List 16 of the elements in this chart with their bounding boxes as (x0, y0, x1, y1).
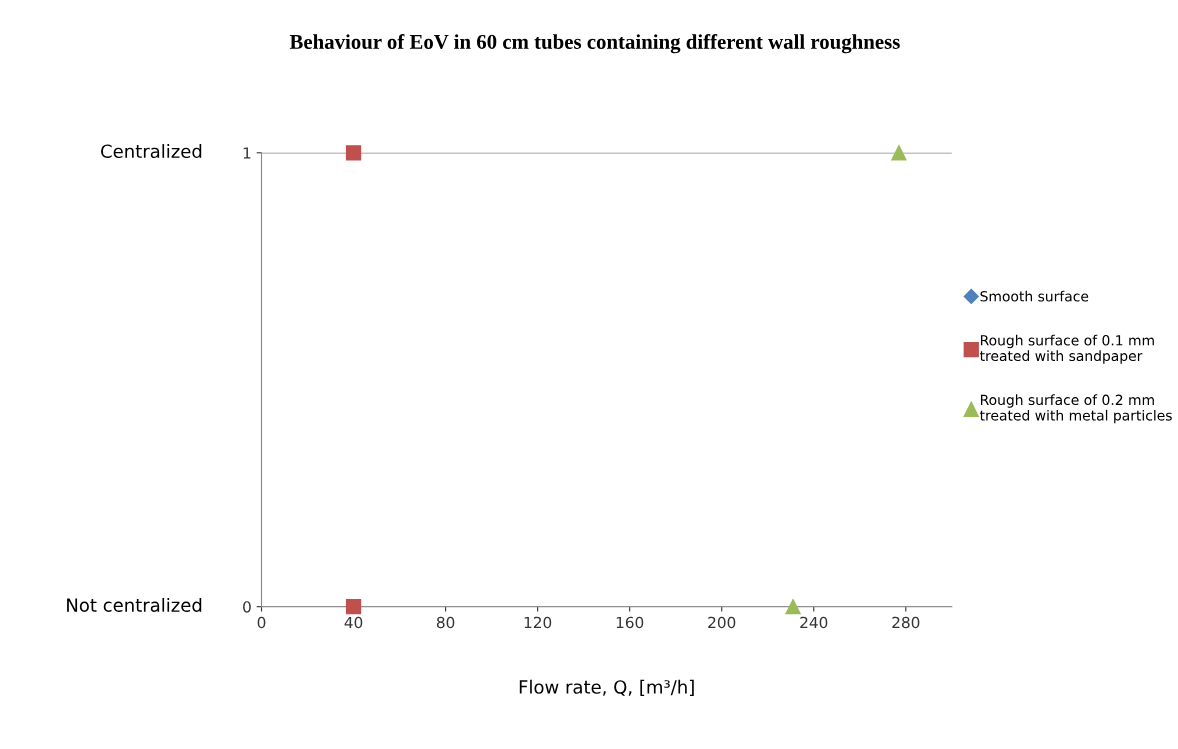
x-tick-label: 160 (616, 616, 644, 629)
x-tick-label: 200 (708, 616, 736, 629)
x-axis-title: Flow rate, Q, [m³/h] (519, 679, 694, 696)
legend-label: Rough surface of 0.2 mm treated with metal particles (979, 394, 1172, 424)
y-tick-label: 1 (243, 147, 251, 159)
text: Centralized (101, 144, 202, 159)
x-tick-label: 240 (800, 616, 828, 629)
x-tick-label: 0 (257, 616, 266, 629)
x-tick-label: 120 (524, 616, 552, 629)
x-tick-label: 280 (892, 616, 920, 629)
x-tick-label: 40 (344, 616, 363, 629)
legend-label: Smooth surface (980, 290, 1089, 302)
text: Not centralized (67, 597, 202, 612)
chart-title: Behaviour of EoV in 60 cm tubes containing different wall roughness (289, 34, 900, 54)
x-tick-label: 80 (436, 616, 455, 629)
legend-label: Rough surface of 0.1 mm treated with sandpaper (979, 334, 1154, 364)
